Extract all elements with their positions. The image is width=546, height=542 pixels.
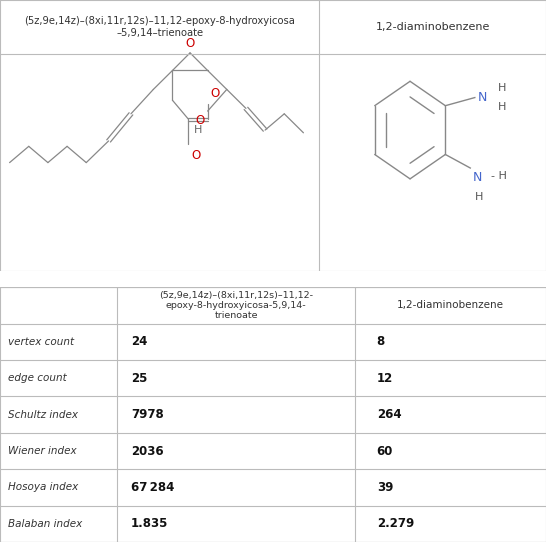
Text: Balaban index: Balaban index [8, 519, 82, 529]
Text: N: N [478, 91, 488, 104]
Text: O: O [186, 37, 195, 50]
Text: 8: 8 [377, 335, 385, 349]
Text: O: O [211, 87, 220, 100]
Text: edge count: edge count [8, 373, 67, 383]
Text: - H: - H [491, 171, 507, 180]
Text: 60: 60 [377, 444, 393, 457]
Text: H: H [497, 102, 506, 112]
Text: O: O [195, 114, 204, 127]
Text: 1,2-diaminobenzene: 1,2-diaminobenzene [376, 22, 490, 32]
Text: Schultz index: Schultz index [8, 410, 78, 420]
Text: Wiener index: Wiener index [8, 446, 77, 456]
Text: 12: 12 [377, 372, 393, 385]
Text: O: O [192, 149, 201, 162]
Text: H: H [475, 192, 483, 202]
Text: 1.835: 1.835 [131, 517, 168, 530]
Text: 24: 24 [131, 335, 147, 349]
Text: 2.279: 2.279 [377, 517, 414, 530]
Text: 2036: 2036 [131, 444, 164, 457]
Text: (5z,9e,14z)–(8xi,11r,12s)–11,12-
epoxy-8-hydroxyicosa-5,9,14-
trienoate: (5z,9e,14z)–(8xi,11r,12s)–11,12- epoxy-8… [159, 291, 313, 320]
Text: Hosoya index: Hosoya index [8, 482, 79, 493]
Text: vertex count: vertex count [8, 337, 74, 347]
Text: 7978: 7978 [131, 408, 164, 421]
Text: 1,2-diaminobenzene: 1,2-diaminobenzene [397, 300, 504, 311]
Text: (5z,9e,14z)–(8xi,11r,12s)–11,12-epoxy-8-hydroxyicosa
–5,9,14–trienoate: (5z,9e,14z)–(8xi,11r,12s)–11,12-epoxy-8-… [24, 16, 295, 38]
Text: 39: 39 [377, 481, 393, 494]
Text: H: H [497, 83, 506, 93]
Text: 25: 25 [131, 372, 147, 385]
Text: 67 284: 67 284 [131, 481, 174, 494]
Text: N: N [472, 171, 482, 184]
Text: H: H [194, 125, 202, 134]
Text: 264: 264 [377, 408, 401, 421]
